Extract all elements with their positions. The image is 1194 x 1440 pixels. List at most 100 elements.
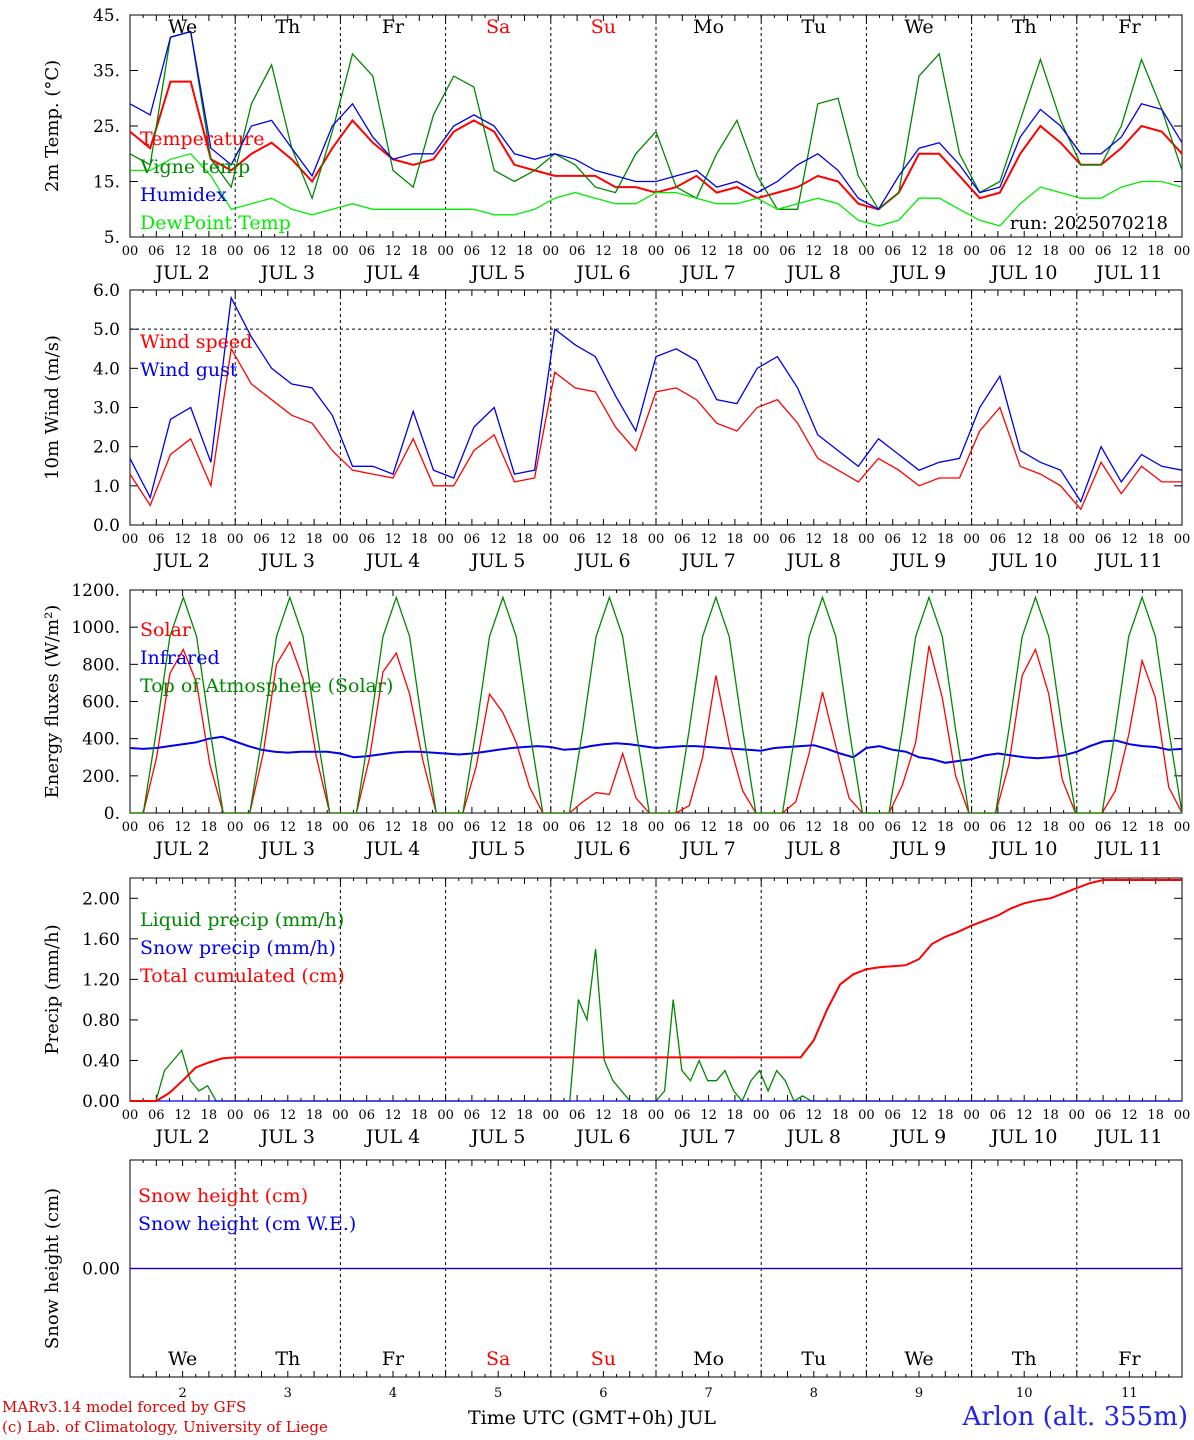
hour-label: 12 (490, 820, 507, 835)
y-tick-label: 4.0 (93, 359, 120, 379)
hour-label: 00 (332, 1108, 349, 1123)
hour-label: 12 (1121, 532, 1138, 547)
date-label: JUL 9 (890, 1126, 946, 1148)
hour-label: 18 (1147, 244, 1164, 259)
hour-label: 12 (385, 244, 402, 259)
date-label: JUL 6 (574, 550, 630, 572)
hour-label: 06 (464, 244, 481, 259)
hour-label: 18 (937, 244, 954, 259)
date-label: JUL 11 (1094, 1126, 1162, 1148)
date-label: JUL 2 (153, 262, 209, 284)
hour-label: 00 (858, 820, 875, 835)
hour-label: 06 (569, 820, 586, 835)
y-tick-label: 0.00 (82, 1092, 120, 1112)
hour-label: 18 (516, 244, 533, 259)
hour-label: 06 (358, 820, 375, 835)
hour-label: 18 (411, 532, 428, 547)
hour-label: 06 (1095, 1108, 1112, 1123)
hour-label: 00 (332, 244, 349, 259)
date-label: JUL 6 (574, 838, 630, 860)
hour-label: 12 (174, 244, 191, 259)
hour-label: 00 (963, 244, 980, 259)
hour-label: 12 (1016, 820, 1033, 835)
hour-label: 00 (437, 820, 454, 835)
day-number: 7 (704, 1386, 712, 1401)
hour-label: 18 (201, 820, 218, 835)
hour-label: 12 (911, 820, 928, 835)
day-label: Sa (486, 16, 510, 38)
hour-label: 00 (543, 820, 560, 835)
legend-wind-speed: Wind speed (140, 331, 252, 353)
hour-label: 12 (280, 532, 297, 547)
hour-label: 00 (227, 244, 244, 259)
hour-label: 06 (674, 244, 691, 259)
y-tick-label: 0.00 (82, 1260, 120, 1280)
hour-label: 12 (806, 820, 823, 835)
hour-label: 12 (700, 532, 717, 547)
y-axis-label: 2m Temp. (°C) (42, 60, 63, 192)
hour-label: 12 (1016, 244, 1033, 259)
hour-label: 12 (385, 532, 402, 547)
hour-label: 00 (332, 820, 349, 835)
legend-infrared: Infrared (140, 647, 220, 669)
hour-label: 18 (937, 532, 954, 547)
legend-solar: Solar (140, 619, 192, 641)
y-tick-label: 600. (82, 693, 120, 713)
date-label: JUL 8 (785, 262, 841, 284)
day-label: Fr (1118, 16, 1141, 38)
hour-label: 00 (753, 1108, 770, 1123)
day-label: Fr (1118, 1348, 1141, 1370)
legend-vigne-temp: Vigne temp (139, 156, 250, 178)
hour-label: 00 (753, 532, 770, 547)
hour-label: 18 (727, 244, 744, 259)
hour-label: 12 (1121, 1108, 1138, 1123)
panel-5 (129, 1159, 1183, 1378)
series-line-solar (130, 640, 1183, 814)
hour-label: 00 (332, 532, 349, 547)
hour-label: 18 (621, 820, 638, 835)
hour-label: 06 (1095, 244, 1112, 259)
date-label: JUL 9 (890, 838, 946, 860)
day-label: Fr (382, 16, 405, 38)
legend-wind-gust: Wind gust (140, 359, 238, 381)
day-label: We (168, 1348, 197, 1370)
day-label: Mo (693, 1348, 724, 1370)
hour-label: 06 (674, 820, 691, 835)
day-label: Tu (801, 1348, 826, 1370)
y-tick-label: 35. (93, 62, 120, 82)
day-label: Tu (801, 16, 826, 38)
hour-label: 00 (1174, 244, 1191, 259)
y-tick-label: 1.20 (82, 970, 120, 990)
hour-label: 18 (727, 532, 744, 547)
hour-label: 06 (253, 532, 270, 547)
hour-label: 12 (174, 1108, 191, 1123)
hour-label: 06 (464, 532, 481, 547)
hour-label: 18 (727, 1108, 744, 1123)
date-label: JUL 11 (1094, 838, 1162, 860)
hour-label: 06 (253, 820, 270, 835)
hour-label: 12 (1016, 532, 1033, 547)
date-label: JUL 11 (1094, 262, 1162, 284)
hour-label: 06 (358, 532, 375, 547)
hour-label: 00 (1174, 1108, 1191, 1123)
hour-label: 06 (358, 244, 375, 259)
date-label: JUL 6 (574, 1126, 630, 1148)
hour-label: 18 (201, 244, 218, 259)
series-line-humidex (129, 30, 1183, 211)
day-label: We (904, 1348, 933, 1370)
date-label: JUL 10 (989, 838, 1057, 860)
hour-label: 12 (1016, 1108, 1033, 1123)
hour-label: 06 (884, 1108, 901, 1123)
day-number: 11 (1121, 1386, 1138, 1401)
y-tick-label: 0.40 (82, 1051, 120, 1071)
date-label: JUL 3 (259, 262, 315, 284)
hour-label: 18 (516, 1108, 533, 1123)
hour-label: 06 (1095, 532, 1112, 547)
hour-label: 06 (990, 820, 1007, 835)
hour-label: 18 (1042, 820, 1059, 835)
hour-label: 06 (464, 1108, 481, 1123)
day-label: Su (591, 1348, 616, 1370)
hour-label: 12 (280, 1108, 297, 1123)
hour-label: 00 (227, 1108, 244, 1123)
hour-label: 00 (437, 244, 454, 259)
